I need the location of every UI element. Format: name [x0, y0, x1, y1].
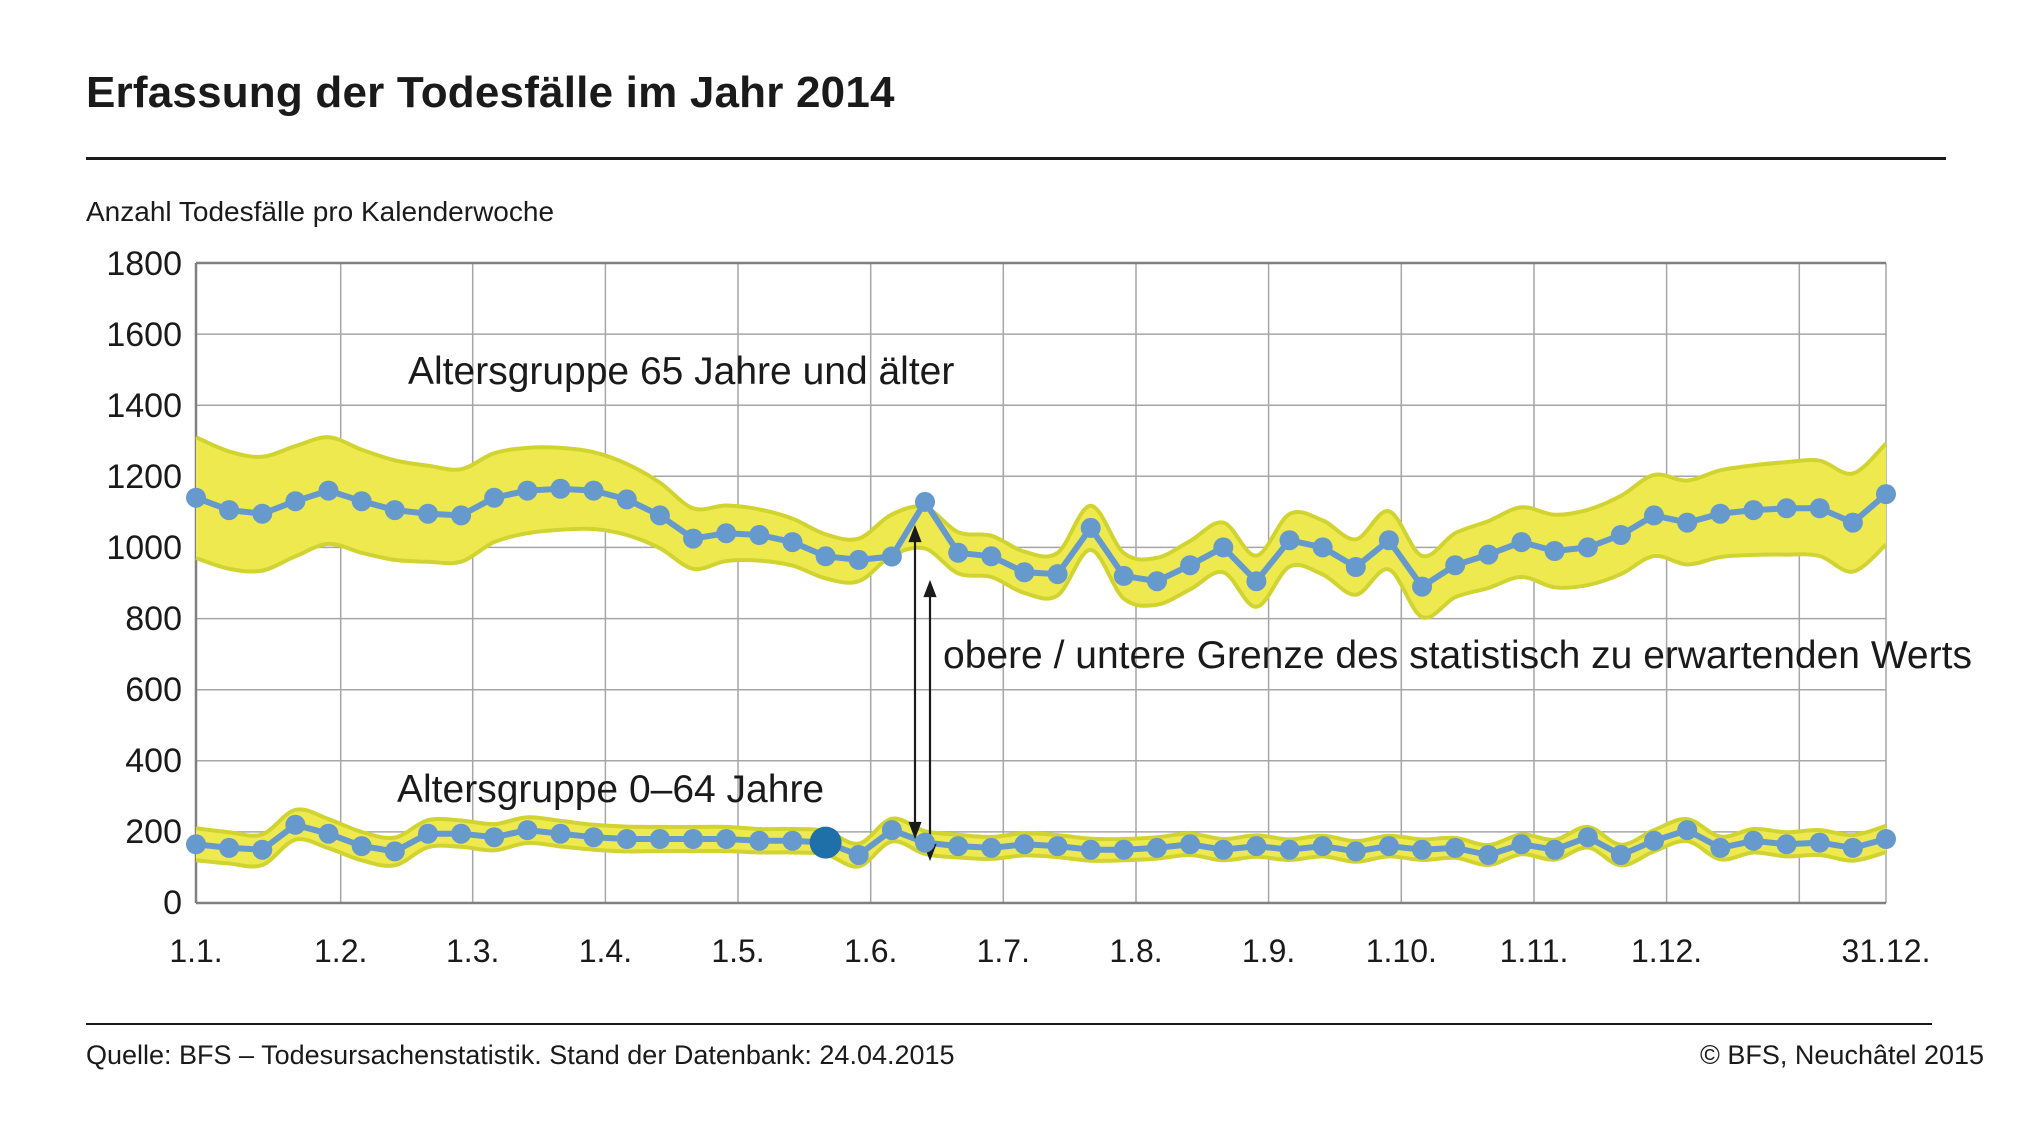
svg-text:600: 600 — [125, 671, 182, 709]
svg-text:1.3.: 1.3. — [446, 933, 499, 969]
svg-text:200: 200 — [125, 813, 182, 851]
svg-text:1200: 1200 — [106, 458, 182, 496]
svg-text:1000: 1000 — [106, 529, 182, 567]
svg-text:1800: 1800 — [106, 245, 182, 283]
svg-text:1600: 1600 — [106, 316, 182, 354]
svg-text:1.4.: 1.4. — [579, 933, 632, 969]
svg-text:1.11.: 1.11. — [1500, 933, 1569, 969]
svg-text:1400: 1400 — [106, 387, 182, 425]
svg-text:1.10.: 1.10. — [1366, 933, 1437, 969]
svg-text:31.12.: 31.12. — [1842, 933, 1931, 969]
svg-text:400: 400 — [125, 742, 182, 780]
svg-text:1.5.: 1.5. — [711, 933, 764, 969]
svg-text:1.2.: 1.2. — [314, 933, 367, 969]
svg-text:0: 0 — [163, 884, 182, 922]
svg-text:1.9.: 1.9. — [1242, 933, 1295, 969]
svg-text:1.12.: 1.12. — [1631, 933, 1702, 969]
svg-text:800: 800 — [125, 600, 182, 638]
svg-text:1.6.: 1.6. — [844, 933, 897, 969]
svg-text:Altersgruppe 0–64 Jahre: Altersgruppe 0–64 Jahre — [397, 768, 824, 811]
svg-text:1.8.: 1.8. — [1109, 933, 1162, 969]
svg-text:obere / untere Grenze des stat: obere / untere Grenze des statistisch zu… — [943, 634, 1972, 677]
svg-text:1.1.: 1.1. — [169, 933, 222, 969]
svg-text:1.7.: 1.7. — [977, 933, 1030, 969]
svg-text:Altersgruppe 65 Jahre und älte: Altersgruppe 65 Jahre und älter — [408, 350, 954, 393]
